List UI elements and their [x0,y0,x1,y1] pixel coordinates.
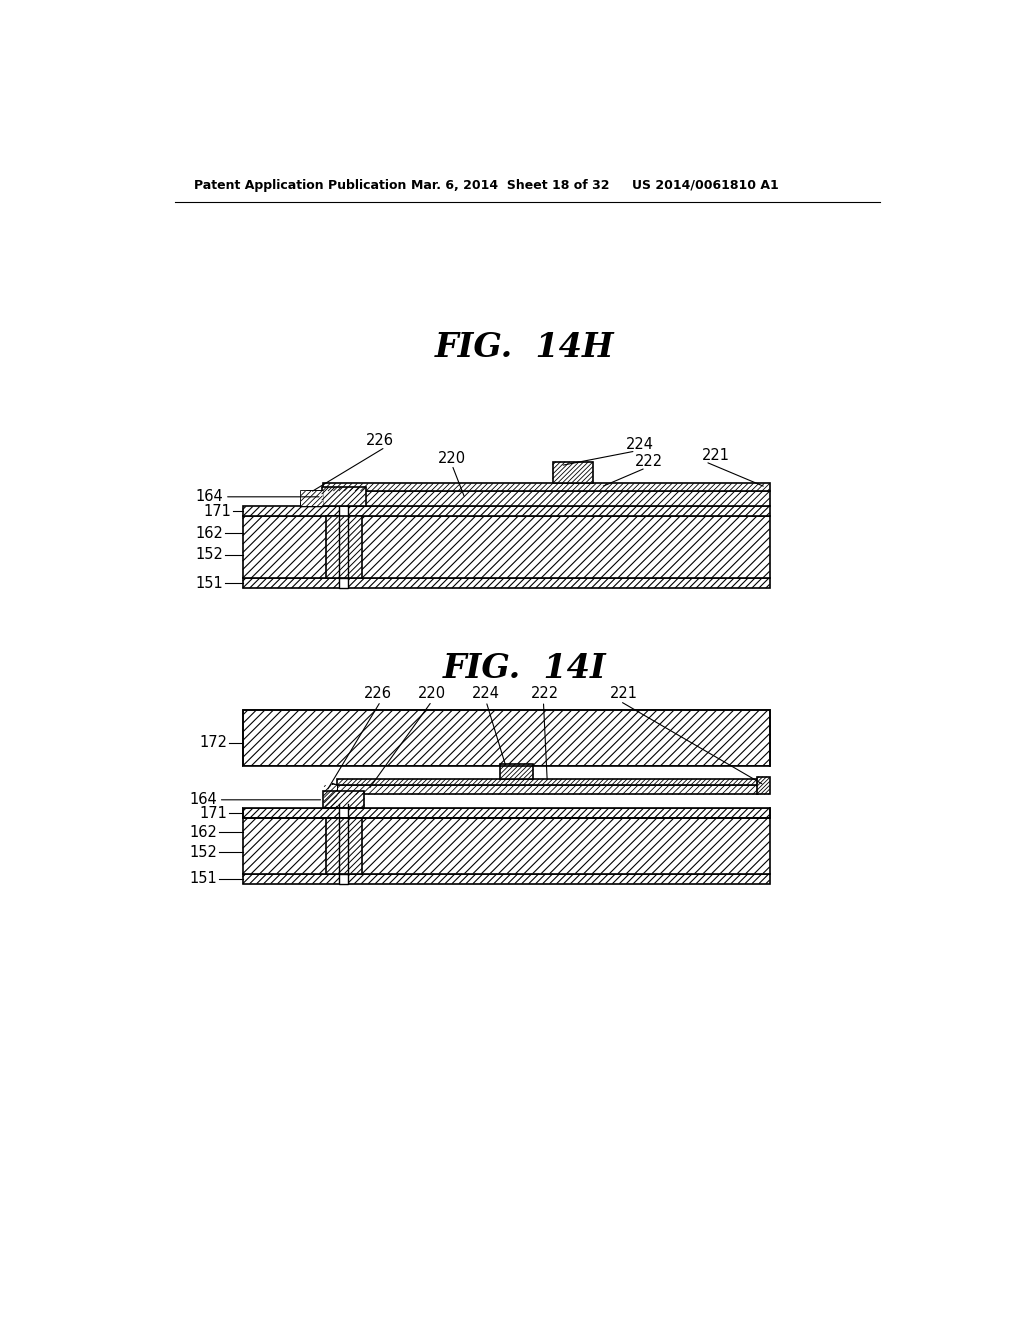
Bar [243,808,770,818]
Bar [322,487,366,507]
Bar [339,578,348,589]
Text: FIG.  14I: FIG. 14I [443,652,606,685]
Text: 172: 172 [200,735,227,750]
Bar [337,785,758,795]
Text: 151: 151 [196,576,223,590]
Bar [243,818,770,874]
Bar [243,578,770,589]
Text: FIG.  14H: FIG. 14H [435,330,614,363]
Text: 224: 224 [472,686,500,701]
Bar [339,874,348,884]
Bar [324,785,337,808]
Bar [500,763,534,779]
Text: 164: 164 [196,490,223,504]
Text: 151: 151 [189,871,217,886]
Bar [243,710,770,766]
Text: 222: 222 [635,454,663,470]
Text: 171: 171 [200,805,227,821]
Text: 226: 226 [364,686,391,701]
Bar [323,483,770,491]
Bar [243,710,770,766]
Text: 221: 221 [701,447,729,463]
Bar [337,779,758,785]
Bar [243,808,770,818]
Text: 152: 152 [196,548,223,562]
Text: 221: 221 [610,686,638,701]
Bar [553,462,593,483]
Bar [339,808,348,874]
Bar [326,516,362,578]
Bar [757,776,770,795]
Bar [243,516,770,578]
Text: US 2014/0061810 A1: US 2014/0061810 A1 [632,178,778,191]
Text: Mar. 6, 2014  Sheet 18 of 32: Mar. 6, 2014 Sheet 18 of 32 [411,178,609,191]
Bar [301,491,770,507]
Text: 162: 162 [196,525,223,541]
Text: 220: 220 [418,686,445,701]
Text: 224: 224 [626,437,653,453]
Text: 152: 152 [189,845,217,859]
Text: 171: 171 [203,504,231,519]
Polygon shape [324,784,337,808]
Text: Patent Application Publication: Patent Application Publication [194,178,407,191]
Text: 226: 226 [366,433,394,449]
Bar [243,874,770,884]
Bar [326,818,362,874]
Bar [339,507,348,578]
Text: 164: 164 [189,792,217,808]
Bar [243,507,770,516]
Bar [301,491,323,507]
Bar [244,766,769,808]
Bar [324,792,365,808]
Text: 222: 222 [530,686,559,701]
Polygon shape [301,491,323,507]
Text: 220: 220 [438,451,466,466]
Text: 162: 162 [189,825,217,840]
